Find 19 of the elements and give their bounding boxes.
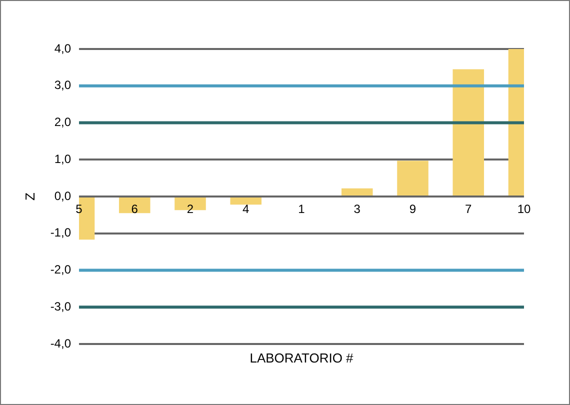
x-tick-label: 4 (242, 202, 250, 216)
x-tick-label: 1 (298, 202, 306, 216)
y-tick-label: -2,0 (50, 262, 72, 277)
y-tick-label: -3,0 (50, 299, 72, 314)
x-tick-label: 5 (76, 202, 83, 216)
y-axis-title: Z (22, 192, 38, 200)
x-tick-label: 9 (409, 202, 416, 216)
y-tick-label: -4,0 (50, 336, 72, 350)
x-tick-label: 3 (354, 202, 361, 216)
x-tick-label: 10 (517, 202, 531, 216)
y-tick-label: 4,0 (54, 41, 72, 56)
x-axis-title: LABORATORIO # (250, 350, 354, 366)
y-tick-label: -1,0 (50, 226, 72, 240)
y-tick-label: 2,0 (54, 115, 72, 130)
y-tick-label: 0,0 (54, 188, 72, 203)
x-tick-label: 7 (465, 202, 472, 216)
y-tick-label: 3,0 (54, 78, 72, 92)
x-tick-label: 6 (131, 202, 138, 216)
y-tick-label: 1,0 (54, 152, 72, 166)
